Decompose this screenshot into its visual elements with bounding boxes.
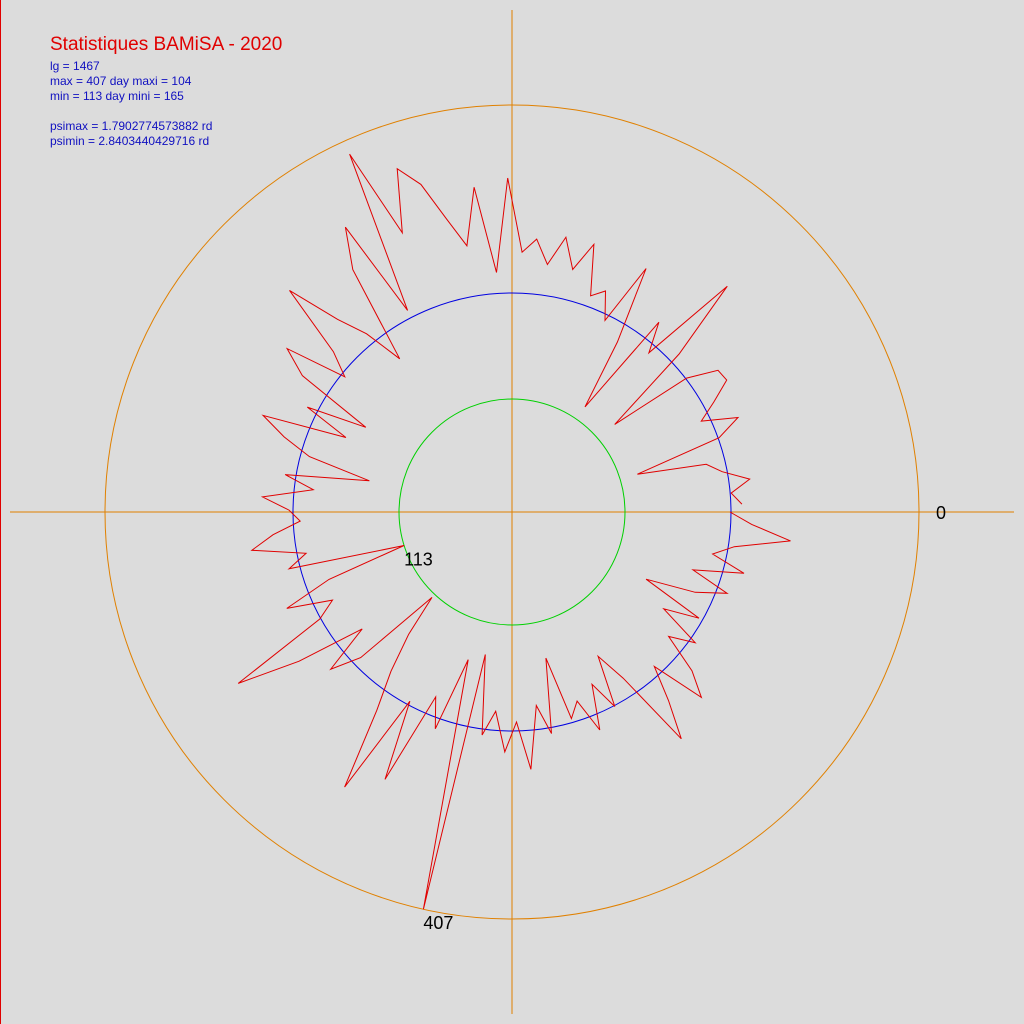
stat-line: psimax = 1.7902774573882 rd	[50, 119, 212, 133]
stat-line: psimin = 2.8403440429716 rd	[50, 134, 209, 148]
stat-line: lg = 1467	[50, 59, 100, 73]
data-line	[237, 153, 791, 910]
stat-line: max = 407 day maxi = 104	[50, 74, 192, 88]
reference-circle	[104, 104, 920, 920]
chart-title: Statistiques BAMiSA - 2020	[50, 34, 282, 55]
reference-circle	[398, 398, 626, 626]
value-label: 113	[404, 550, 433, 570]
value-label: 407	[423, 913, 453, 933]
angle-tick-label: 0	[936, 503, 946, 523]
stat-line: min = 113 day mini = 165	[50, 89, 184, 103]
